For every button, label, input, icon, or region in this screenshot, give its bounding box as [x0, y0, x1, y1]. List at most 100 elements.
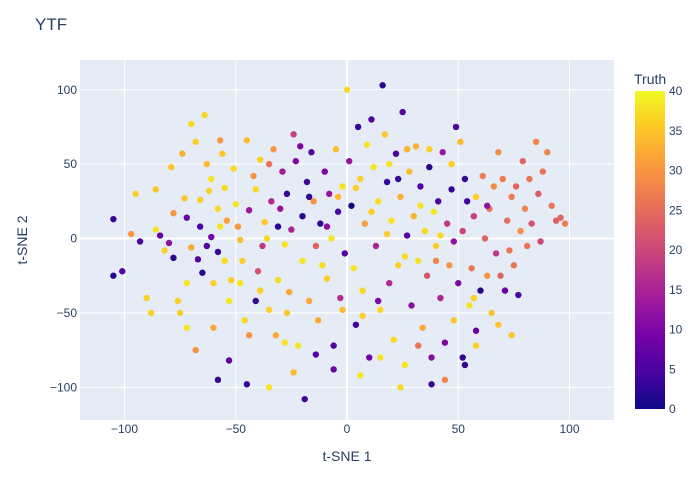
- colorbar-title: Truth: [634, 71, 666, 87]
- scatter-point: [421, 227, 429, 235]
- scatter-point: [259, 242, 266, 250]
- scatter-point: [461, 175, 469, 183]
- scatter-point: [354, 123, 362, 131]
- scatter-point: [330, 342, 337, 349]
- scatter-point: [194, 256, 202, 263]
- scatter-point: [165, 239, 173, 247]
- scatter-point: [459, 227, 466, 235]
- scatter-point: [437, 232, 444, 239]
- scatter-point: [252, 186, 259, 193]
- scatter-point: [326, 190, 333, 198]
- scatter-point: [196, 196, 204, 204]
- scatter-point: [161, 247, 168, 254]
- colorbar-tick-label: 25: [669, 203, 683, 217]
- scatter-point: [512, 183, 520, 190]
- scatter-point: [374, 297, 382, 305]
- scatter-point: [254, 268, 262, 275]
- scatter-point: [214, 205, 222, 212]
- scatter-point: [119, 268, 126, 275]
- scatter-point: [203, 242, 211, 250]
- scatter-point: [265, 160, 273, 168]
- scatter-point: [216, 223, 224, 230]
- y-tick-label: 0: [70, 232, 77, 246]
- scatter-point: [250, 172, 257, 180]
- scatter-point: [366, 354, 373, 361]
- scatter-point: [544, 149, 551, 156]
- scatter-point: [377, 354, 384, 361]
- scatter-point: [170, 210, 177, 217]
- y-tick-label: −100: [50, 380, 77, 394]
- scatter-point: [394, 175, 402, 183]
- x-tick-label: 50: [452, 422, 466, 436]
- y-axis-title: t-SNE 2: [14, 215, 30, 264]
- scatter-point: [386, 160, 393, 168]
- scatter-point: [225, 297, 233, 305]
- scatter-point: [299, 212, 306, 220]
- scatter-point: [495, 149, 502, 156]
- axis-ticks: −100 −50 0 50 100 −100 −50 0 50 100: [50, 83, 580, 436]
- scatter-point: [368, 208, 375, 215]
- scatter-point: [468, 265, 475, 272]
- scatter-point: [183, 214, 190, 221]
- scatter-point: [232, 201, 239, 208]
- scatter-point: [504, 217, 511, 224]
- scatter-point: [292, 157, 300, 165]
- scatter-point: [245, 332, 253, 339]
- scatter-point: [419, 324, 426, 331]
- scatter-point: [261, 218, 268, 226]
- scatter-point: [501, 287, 509, 294]
- scatter-point: [152, 186, 159, 193]
- scatter-point: [312, 351, 320, 358]
- scatter-point: [450, 238, 457, 245]
- scatter-point: [412, 143, 420, 150]
- scatter-point: [490, 183, 498, 190]
- scatter-point: [446, 262, 453, 269]
- scatter-point: [519, 157, 526, 165]
- scatter-point: [443, 220, 451, 227]
- scatter-point: [199, 269, 206, 276]
- scatter-point: [188, 244, 195, 251]
- scatter-point: [223, 217, 231, 224]
- scatter-point: [201, 111, 208, 119]
- scatter-point: [176, 309, 184, 317]
- scatter-point: [321, 168, 328, 175]
- scatter-point: [183, 279, 190, 287]
- scatter-point: [210, 324, 217, 331]
- scatter-point: [437, 294, 444, 302]
- scatter-point: [357, 175, 364, 183]
- scatter-point: [479, 172, 486, 180]
- y-tick-label: −50: [57, 306, 78, 320]
- scatter-point: [470, 294, 478, 302]
- colorbar-tick-label: 30: [669, 164, 683, 178]
- scatter-point: [508, 332, 515, 339]
- scatter-point: [343, 86, 351, 93]
- scatter-point: [497, 272, 504, 279]
- scatter-point: [499, 175, 506, 183]
- scatter-point: [472, 193, 480, 201]
- scatter-point: [127, 230, 135, 238]
- scatter-point: [481, 235, 489, 242]
- scatter-point: [208, 233, 215, 241]
- scatter-point: [290, 131, 297, 138]
- scatter-point: [457, 138, 464, 146]
- scatter-point: [441, 339, 449, 346]
- scatter-point: [337, 294, 344, 302]
- scatter-point: [110, 215, 117, 223]
- scatter-point: [506, 247, 513, 254]
- scatter-point: [441, 376, 449, 384]
- scatter-point: [294, 342, 302, 349]
- scatter-point: [363, 141, 371, 148]
- x-tick-label: 100: [559, 422, 579, 436]
- scatter-point: [221, 257, 228, 265]
- scatter-point: [368, 116, 375, 123]
- scatter-point: [281, 241, 288, 248]
- scatter-point: [394, 262, 402, 269]
- scatter-point: [219, 150, 226, 157]
- scatter-point: [148, 309, 155, 317]
- scatter-point: [265, 384, 273, 391]
- scatter-point: [132, 190, 139, 198]
- colorbar-tick-label: 40: [669, 84, 683, 98]
- scatter-point: [472, 342, 480, 349]
- scatter-point: [450, 317, 457, 324]
- scatter-point: [359, 287, 366, 294]
